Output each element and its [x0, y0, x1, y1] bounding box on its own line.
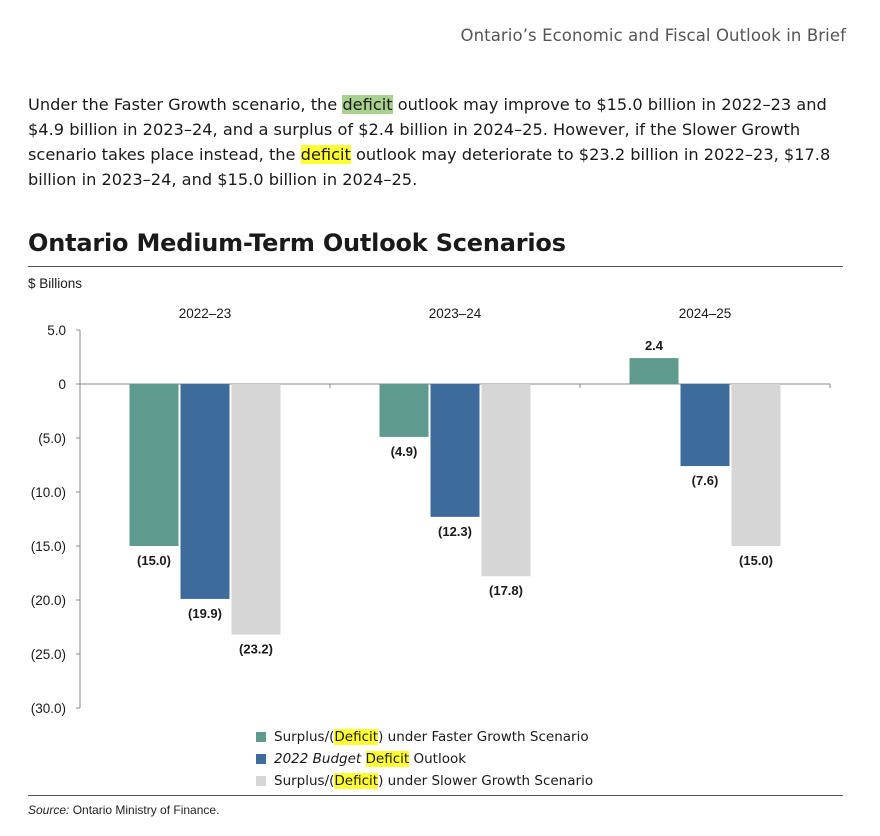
legend-item-slower: Surplus/(Deficit) under Slower Growth Sc… [256, 770, 593, 792]
legend-swatch-slower [256, 776, 266, 786]
data-label: (15.0) [739, 553, 773, 568]
intro-paragraph: Under the Faster Growth scenario, the de… [28, 92, 858, 192]
chart-title: Ontario Medium-Term Outlook Scenarios [28, 229, 566, 257]
category-label: 2023–24 [429, 306, 482, 321]
data-label: (7.6) [692, 473, 719, 488]
legend-swatch-faster [256, 732, 266, 742]
bar [430, 384, 480, 517]
data-label: (23.2) [239, 642, 273, 657]
bar [680, 384, 730, 467]
data-label: (4.9) [391, 444, 418, 459]
intro-text-2: outlook may improve to $15.0 billion in … [28, 95, 827, 164]
title-divider [28, 266, 843, 267]
data-label: 2.4 [645, 338, 664, 353]
bar-chart: $ Billions 5.0 0 (5.0) (10.0) (15.0) (20.0) (25… [28, 276, 831, 716]
bar [231, 384, 281, 635]
y-tick-label: (20.0) [31, 593, 66, 608]
bar [731, 384, 781, 546]
category-label: 2024–25 [679, 306, 732, 321]
legend-label-slower: Surplus/(Deficit) under Slower Growth Sc… [274, 773, 594, 789]
y-tick-label: 0 [58, 377, 66, 392]
data-label: (12.3) [438, 524, 472, 539]
bar [129, 384, 179, 546]
bar [180, 384, 230, 599]
y-tick-label: 5.0 [47, 323, 66, 338]
bar [481, 384, 531, 577]
bar [379, 384, 429, 437]
y-axis-label: $ Billions [28, 276, 82, 291]
legend-swatch-budget [256, 754, 266, 764]
footer-divider [28, 795, 843, 796]
legend-label-budget: 2022 Budget Deficit Outlook [274, 751, 467, 767]
chart-legend: Surplus/(Deficit) under Faster Growth Sc… [256, 726, 593, 792]
y-tick-label: (15.0) [31, 539, 66, 554]
legend-label-faster: Surplus/(Deficit) under Faster Growth Sc… [274, 729, 589, 745]
y-tick-label: (5.0) [38, 431, 66, 446]
intro-text-3: outlook may deteriorate to $23.2 billion… [28, 145, 831, 189]
y-tick-label: (30.0) [31, 701, 66, 716]
highlighted-word-1: deficit [342, 95, 393, 114]
highlighted-word-2: deficit [300, 145, 351, 164]
intro-text-1: Under the Faster Growth scenario, the [28, 95, 343, 114]
legend-item-budget: 2022 Budget Deficit Outlook [256, 748, 593, 770]
data-label: (17.8) [489, 583, 523, 598]
y-tick-label: (25.0) [31, 647, 66, 662]
source-label: Source: [28, 803, 70, 817]
data-label: (15.0) [137, 553, 171, 568]
data-label: (19.9) [188, 606, 222, 621]
source-text: Ontario Ministry of Finance. [69, 803, 220, 817]
category-label: 2022–23 [179, 306, 232, 321]
legend-item-faster: Surplus/(Deficit) under Faster Growth Sc… [256, 726, 593, 748]
bar [629, 358, 679, 384]
y-tick-label: (10.0) [31, 485, 66, 500]
source-note: Source: Ontario Ministry of Finance. [28, 803, 219, 817]
document-header-title: Ontario’s Economic and Fiscal Outlook in… [460, 26, 846, 45]
